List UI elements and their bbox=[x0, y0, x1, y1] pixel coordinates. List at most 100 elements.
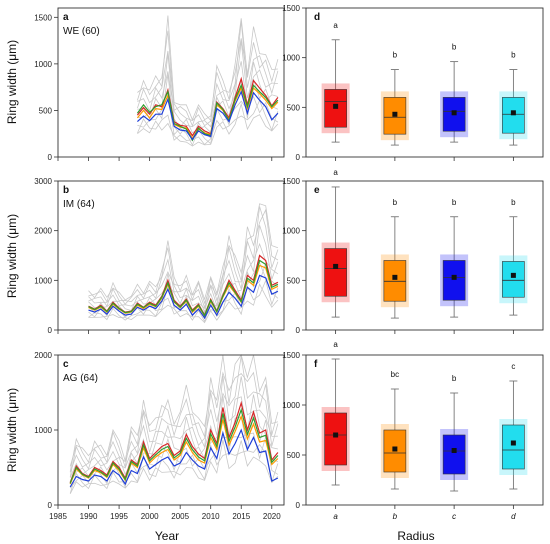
panel-a: 0 500 1000 1500 WE (60) a bbox=[34, 7, 285, 162]
box-mean-f-3 bbox=[510, 440, 516, 446]
y-tick-label-b-3: 3000 bbox=[34, 177, 52, 186]
box-f-3 bbox=[502, 424, 525, 470]
y-tick-label-c-0: 0 bbox=[48, 501, 53, 510]
series-line-b-3 bbox=[88, 274, 279, 320]
series-line-c-0 bbox=[69, 400, 279, 483]
panel-label-e: e bbox=[314, 185, 320, 196]
tree-line-c-6 bbox=[69, 355, 279, 477]
box-f-2 bbox=[442, 434, 466, 475]
x-tick-label-c-6: 2015 bbox=[232, 512, 250, 521]
plot-frame-a bbox=[57, 7, 285, 158]
series-line-b-2 bbox=[88, 259, 279, 317]
y-tick-label-c-2: 2000 bbox=[34, 351, 52, 360]
tree-line-c-1 bbox=[69, 443, 279, 494]
x-tick-label-c-7: 2020 bbox=[263, 512, 281, 521]
y-tick-label-b-0: 0 bbox=[48, 326, 53, 335]
y-tick-label-d-1: 500 bbox=[287, 103, 301, 112]
plot-frame-d bbox=[305, 7, 544, 158]
panel-label-d: d bbox=[314, 12, 320, 23]
panel-c: 0 1000 2000 1985 1990 1995 2000 2005 2010 2015 202… bbox=[34, 351, 285, 521]
box-mean-e-0 bbox=[333, 263, 339, 269]
tree-line-c-7 bbox=[69, 371, 279, 472]
box-mean-e-2 bbox=[451, 274, 457, 280]
y-tick-label-a-2: 1000 bbox=[34, 60, 52, 69]
x-tick-label-c-2: 1995 bbox=[110, 512, 128, 521]
x-category-label-f-2: c bbox=[452, 512, 456, 521]
y-tick-label-d-0: 0 bbox=[296, 153, 301, 162]
sig-letter-d-0: a bbox=[333, 21, 338, 30]
y-tick-label-f-0: 0 bbox=[296, 501, 301, 510]
panel-e: 0 500 1000 1500 a b b b e bbox=[282, 168, 544, 335]
sig-letter-d-1: b bbox=[393, 51, 398, 60]
box-mean-d-1 bbox=[392, 111, 398, 117]
y-axis-title-a: Ring width (μm) bbox=[5, 40, 19, 124]
box-mean-d-3 bbox=[510, 110, 516, 116]
box-mean-d-2 bbox=[451, 110, 457, 116]
box-f-0 bbox=[324, 412, 347, 466]
sig-letter-e-3: b bbox=[511, 198, 516, 207]
sig-letter-d-3: b bbox=[511, 51, 516, 60]
panel-label-c: c bbox=[63, 359, 69, 370]
box-mean-d-0 bbox=[333, 103, 339, 109]
box-e-2 bbox=[442, 260, 466, 301]
sig-letter-e-1: b bbox=[393, 198, 398, 207]
y-axis-title-b: Ring width (μm) bbox=[5, 214, 19, 298]
panel-d: 0 500 1000 1500 a b b b d bbox=[282, 4, 544, 162]
box-mean-e-1 bbox=[392, 274, 398, 280]
y-tick-label-b-2: 2000 bbox=[34, 227, 52, 236]
x-axis-title-year: Year bbox=[155, 529, 179, 543]
y-tick-label-d-2: 1000 bbox=[282, 54, 300, 63]
y-tick-label-f-1: 500 bbox=[287, 451, 301, 460]
x-tick-label-c-3: 2000 bbox=[141, 512, 159, 521]
box-e-1 bbox=[383, 260, 407, 302]
tree-line-c-8 bbox=[69, 354, 279, 467]
panel-b: 0 1000 2000 3000 IM (64) b bbox=[34, 177, 285, 335]
x-category-label-f-3: d bbox=[511, 512, 516, 521]
box-mean-f-1 bbox=[392, 446, 398, 452]
site-label-b: IM (64) bbox=[63, 199, 95, 210]
tree-line-c-0 bbox=[69, 439, 279, 494]
plot-frame-c bbox=[57, 354, 285, 506]
box-mean-f-2 bbox=[451, 448, 457, 453]
panel-label-b: b bbox=[63, 185, 69, 196]
tree-line-b-8 bbox=[88, 203, 279, 301]
box-e-0 bbox=[324, 248, 347, 297]
x-tick-label-c-5: 2010 bbox=[202, 512, 220, 521]
tree-line-a-7 bbox=[137, 30, 279, 127]
site-label-c: AG (64) bbox=[63, 373, 98, 384]
sig-letter-e-0: a bbox=[333, 168, 338, 177]
y-tick-label-e-1: 500 bbox=[287, 276, 301, 285]
series-line-c-1 bbox=[69, 414, 279, 485]
sig-letter-e-2: b bbox=[452, 198, 457, 207]
x-tick-label-c-1: 1990 bbox=[80, 512, 98, 521]
y-tick-label-e-3: 1500 bbox=[282, 177, 300, 186]
box-mean-f-0 bbox=[333, 432, 339, 438]
y-tick-label-a-1: 500 bbox=[39, 106, 53, 115]
y-tick-label-e-0: 0 bbox=[296, 326, 301, 335]
plot-frame-b bbox=[57, 180, 285, 331]
y-tick-label-c-1: 1000 bbox=[34, 426, 52, 435]
tree-line-a-2 bbox=[137, 93, 279, 147]
panel-label-f: f bbox=[314, 359, 318, 370]
tree-line-a-0 bbox=[137, 102, 279, 147]
x-tick-label-c-0: 1985 bbox=[49, 512, 67, 521]
tree-line-c-4 bbox=[69, 394, 278, 478]
panel-label-a: a bbox=[63, 12, 69, 23]
box-e-3 bbox=[502, 261, 525, 298]
panels: 0 500 1000 1500 WE (60) a 0 1000 2000 3000 IM (64)… bbox=[34, 4, 544, 521]
tree-line-a-8 bbox=[137, 15, 278, 122]
y-axis-title-c: Ring width (μm) bbox=[5, 388, 19, 472]
y-tick-label-a-0: 0 bbox=[48, 153, 53, 162]
sig-letter-f-3: c bbox=[511, 362, 515, 371]
tree-line-a-6 bbox=[137, 21, 279, 127]
series-line-a-0 bbox=[136, 76, 279, 137]
series-line-a-2 bbox=[136, 83, 279, 142]
tree-line-b-0 bbox=[88, 283, 279, 324]
sig-letter-f-1: bc bbox=[391, 370, 399, 379]
series-line-c-2 bbox=[69, 407, 279, 484]
x-category-label-f-1: b bbox=[393, 512, 398, 521]
x-tick-label-c-4: 2005 bbox=[171, 512, 189, 521]
y-tick-label-a-3: 1500 bbox=[34, 13, 52, 22]
box-mean-e-3 bbox=[510, 272, 516, 278]
